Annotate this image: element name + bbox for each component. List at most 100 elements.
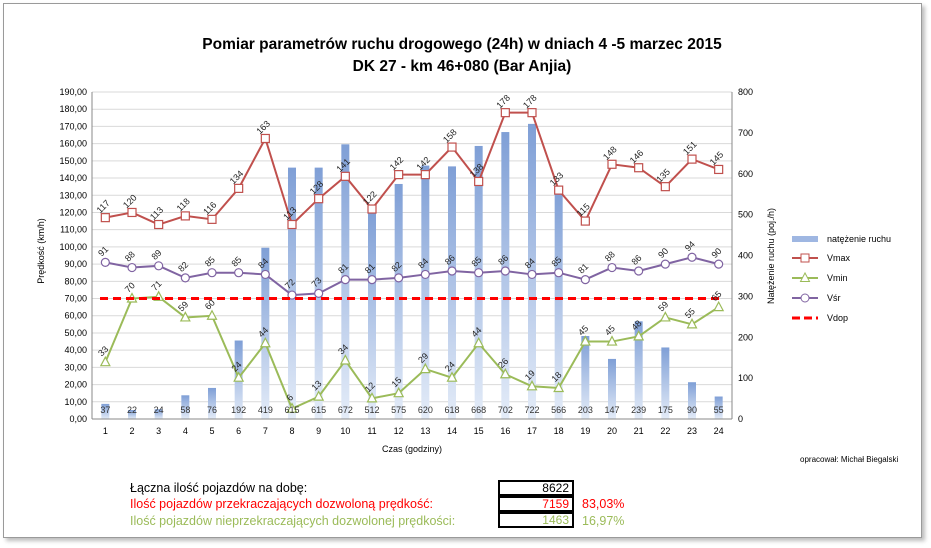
y-left-tick-label: 100,00 bbox=[59, 242, 87, 252]
marker-vsr bbox=[314, 288, 324, 298]
marker-vsr bbox=[580, 274, 590, 285]
value-label-vsr: 84 bbox=[256, 256, 270, 270]
y-left-tick-label: 0,00 bbox=[69, 414, 87, 424]
marker-vsr bbox=[100, 257, 110, 267]
y-right-tick-label: 700 bbox=[738, 128, 753, 138]
value-label-vmax: 151 bbox=[681, 139, 699, 157]
bar-value-label: 566 bbox=[551, 405, 566, 415]
x-tick-label: 4 bbox=[183, 426, 188, 436]
value-label-vmin: 71 bbox=[149, 279, 163, 293]
x-tick-label: 13 bbox=[420, 426, 430, 436]
traffic-chart: 37 22 24 58 76 192 419 615 615 672 512 575 620 618 668… bbox=[36, 36, 891, 454]
value-label-vmax: 141 bbox=[334, 156, 352, 174]
value-label-vmin: 33 bbox=[96, 344, 110, 358]
value-label-vsr: 85 bbox=[203, 255, 217, 269]
y-right-tick-label: 100 bbox=[738, 373, 753, 383]
y-axis-left-label: Prędkość (km/h) bbox=[36, 218, 46, 284]
legend-marker-vsr bbox=[800, 293, 810, 303]
y-right-tick-label: 400 bbox=[738, 251, 753, 261]
bar-natezenie bbox=[368, 209, 376, 419]
bar-natezenie bbox=[714, 396, 723, 419]
value-label-vmin: 55 bbox=[683, 306, 697, 320]
marker-vsr bbox=[714, 259, 724, 269]
marker-vmax bbox=[234, 183, 244, 193]
bar-value-label: 575 bbox=[391, 405, 406, 415]
bar-value-label: 24 bbox=[154, 405, 164, 415]
y-left-tick-label: 50,00 bbox=[64, 328, 87, 338]
value-label-vsr: 94 bbox=[683, 239, 697, 253]
marker-vmin bbox=[686, 318, 698, 329]
value-label-vsr: 88 bbox=[123, 249, 137, 263]
value-label-vsr: 81 bbox=[336, 261, 350, 275]
value-label-vmax: 148 bbox=[601, 144, 619, 162]
y-right-tick-label: 800 bbox=[738, 87, 753, 97]
marker-vsr bbox=[207, 268, 217, 278]
bar-value-label: 55 bbox=[714, 405, 724, 415]
bar-natezenie bbox=[688, 382, 696, 419]
x-tick-label: 5 bbox=[209, 426, 214, 436]
x-tick-label: 22 bbox=[660, 426, 670, 436]
value-label-vsr: 81 bbox=[363, 261, 377, 275]
marker-vsr bbox=[394, 273, 404, 283]
y-left-tick-label: 70,00 bbox=[64, 294, 87, 304]
x-tick-label: 16 bbox=[500, 426, 510, 436]
y-left-tick-label: 170,00 bbox=[59, 121, 87, 131]
marker-vmax bbox=[340, 171, 350, 181]
marker-vmin bbox=[206, 309, 218, 320]
marker-vmax bbox=[714, 164, 724, 175]
y-left-tick-label: 20,00 bbox=[64, 380, 87, 390]
marker-vmax bbox=[447, 142, 457, 152]
value-label-vsr: 85 bbox=[229, 255, 243, 269]
value-label-vmin: 18 bbox=[549, 370, 563, 384]
legend-label-natęzenie-ruchu: natężenie ruchu bbox=[827, 234, 891, 244]
summary-over-value: 7159 bbox=[498, 496, 574, 512]
legend-swatch-natęzenie-ruchu bbox=[792, 236, 818, 242]
marker-vmax bbox=[287, 219, 297, 230]
bar-value-label: 615 bbox=[284, 405, 299, 415]
author-credit: opracował: Michał Biegalski bbox=[800, 455, 899, 464]
marker-vsr bbox=[180, 273, 190, 283]
bar-natezenie bbox=[608, 358, 616, 419]
bar-value-label: 672 bbox=[338, 405, 353, 415]
marker-vmax bbox=[500, 108, 510, 118]
y-left-tick-label: 130,00 bbox=[59, 190, 87, 200]
marker-vmax bbox=[207, 214, 217, 224]
summary-over-label: Ilość pojazdów przekraczających dozwolon… bbox=[130, 497, 433, 511]
marker-vmin bbox=[473, 336, 485, 348]
marker-vmin bbox=[606, 335, 618, 346]
y-left-tick-label: 160,00 bbox=[59, 139, 87, 149]
bar-natezenie bbox=[101, 403, 110, 419]
bar-value-label: 419 bbox=[258, 405, 273, 415]
x-axis-label: Czas (godziny) bbox=[382, 444, 442, 454]
value-label-vmin: 13 bbox=[309, 378, 323, 392]
marker-vmax bbox=[687, 154, 697, 164]
bar-natezenie bbox=[448, 166, 456, 419]
marker-vmin bbox=[553, 381, 565, 393]
marker-vmin bbox=[259, 336, 271, 348]
marker-vsr bbox=[340, 274, 350, 285]
summary-total-value: 8622 bbox=[498, 480, 574, 496]
value-label-vsr: 90 bbox=[656, 246, 670, 260]
marker-vmax bbox=[394, 170, 404, 180]
x-tick-label: 10 bbox=[340, 426, 350, 436]
value-label-vmax: 138 bbox=[468, 162, 486, 180]
value-label-vmin: 44 bbox=[256, 325, 270, 339]
marker-vsr bbox=[420, 269, 430, 280]
marker-vmin bbox=[233, 371, 245, 382]
bar-value-label: 722 bbox=[524, 405, 539, 415]
x-tick-label: 2 bbox=[129, 426, 134, 436]
bar-value-label: 203 bbox=[578, 405, 593, 415]
marker-vmin bbox=[366, 392, 378, 403]
y-left-tick-label: 40,00 bbox=[64, 345, 87, 355]
y-left-tick-label: 190,00 bbox=[59, 87, 87, 97]
marker-vmax bbox=[420, 170, 430, 180]
marker-vsr bbox=[500, 266, 510, 276]
y-right-tick-label: 0 bbox=[738, 414, 743, 424]
value-label-vsr: 73 bbox=[309, 275, 323, 289]
value-label-vsr: 88 bbox=[603, 249, 617, 263]
x-tick-label: 14 bbox=[447, 426, 457, 436]
legend-label-vsr: Vśr bbox=[827, 293, 841, 303]
y-left-tick-label: 150,00 bbox=[59, 156, 87, 166]
value-label-vmin: 24 bbox=[229, 359, 243, 373]
value-label-vmin: 24 bbox=[443, 359, 457, 373]
